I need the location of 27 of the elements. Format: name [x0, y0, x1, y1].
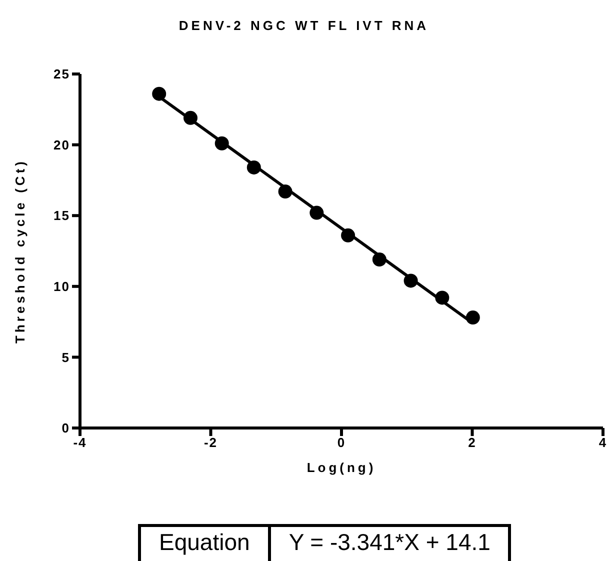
point [152, 86, 166, 101]
point [466, 310, 480, 325]
x-tick-label: 4 [598, 435, 608, 450]
x-tick-label: -4 [73, 435, 87, 450]
point [183, 110, 198, 125]
point [435, 290, 450, 305]
point [404, 274, 418, 288]
y-tick-label: 20 [54, 137, 70, 152]
text: Y = -3.341*X + 14.1 [268, 527, 508, 561]
y-tick-label: 15 [54, 208, 70, 224]
y-tick-label: 10 [54, 279, 70, 294]
chart-title: DENV-2 NGC WT FL IVT RNA [178, 18, 430, 33]
y-tick-label: 5 [62, 350, 70, 365]
y-axis-title: Threshold cycle (Ct) [12, 158, 28, 344]
y-tick-label: 25 [54, 66, 70, 82]
x-tick-label: 2 [468, 435, 476, 450]
point [372, 252, 386, 266]
text: Equation [158, 528, 251, 557]
point [341, 228, 356, 242]
point [278, 184, 292, 199]
point [214, 136, 229, 150]
y-tick-label: 0 [62, 420, 70, 436]
point [310, 206, 324, 220]
x-tick-label: 0 [337, 435, 346, 450]
x-tick-label: -2 [204, 435, 218, 450]
x-axis-title: Log(ng) [306, 460, 376, 475]
point [246, 160, 261, 174]
